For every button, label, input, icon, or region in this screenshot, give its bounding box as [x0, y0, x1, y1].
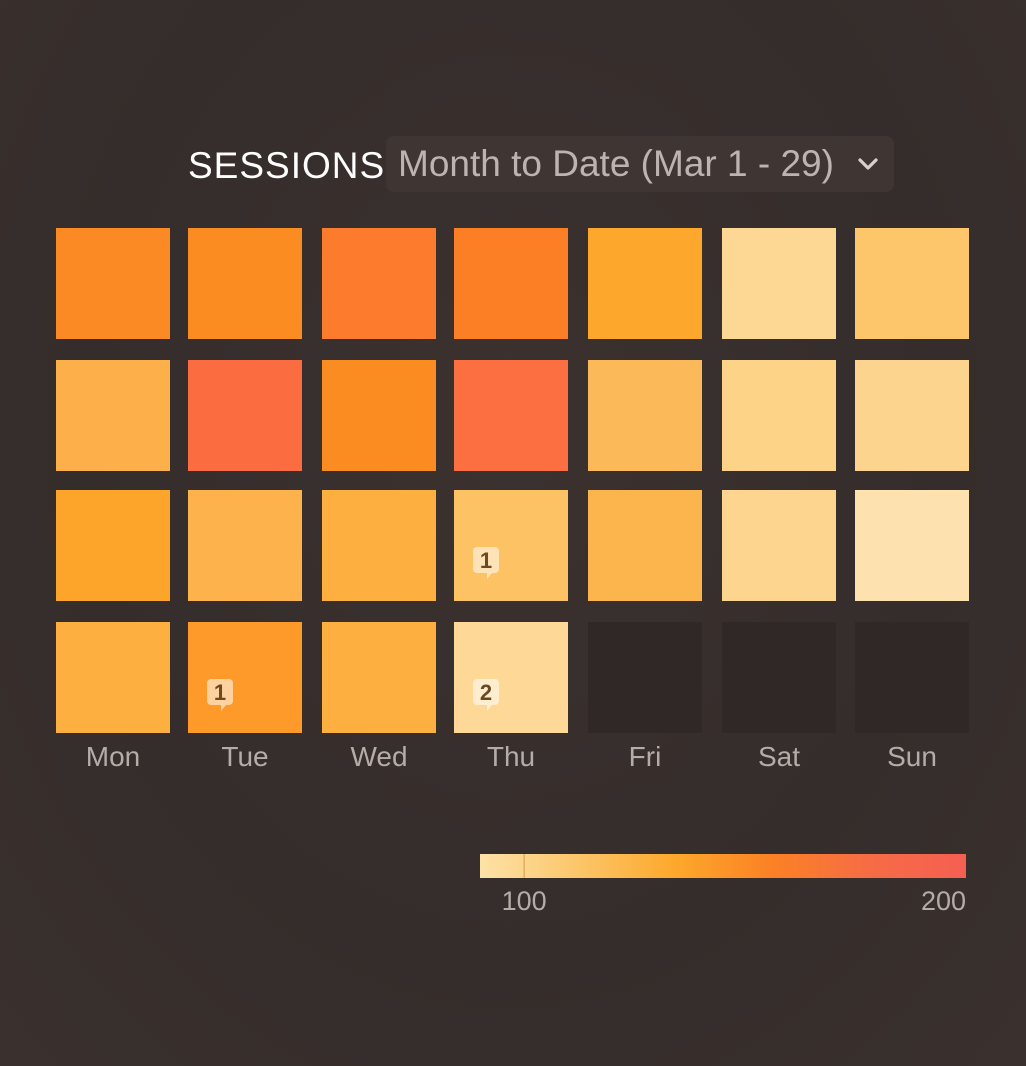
heatmap-cell[interactable] — [722, 360, 836, 471]
heatmap-cell[interactable] — [322, 490, 436, 601]
heatmap-cell[interactable] — [454, 360, 568, 471]
heatmap-cell[interactable] — [454, 622, 568, 733]
heatmap-cell[interactable] — [56, 228, 170, 339]
day-label: Sat — [758, 741, 800, 772]
annotation-count: 1 — [480, 548, 492, 573]
day-label: Fri — [629, 741, 662, 772]
heatmap-cell[interactable] — [855, 360, 969, 471]
day-label: Thu — [487, 741, 535, 772]
heatmap-cell[interactable] — [322, 622, 436, 733]
period-select-value: Month to Date (Mar 1 - 29) — [398, 143, 834, 184]
annotation-badge-tail — [487, 705, 492, 711]
heatmap-cell[interactable] — [588, 490, 702, 601]
annotation-badge-bg — [473, 547, 499, 573]
heatmap-cell[interactable] — [722, 490, 836, 601]
heatmap-cell[interactable] — [188, 228, 302, 339]
heatmap-cell[interactable] — [188, 622, 302, 733]
annotation-badge-tail — [487, 573, 492, 579]
heatmap-cell[interactable] — [855, 228, 969, 339]
heatmap-cell-empty — [855, 622, 969, 733]
annotation-badge[interactable]: 1 — [473, 547, 499, 579]
color-legend-bar — [480, 854, 966, 878]
annotation-count: 1 — [214, 680, 226, 705]
chart-header: SESSIONS Month to Date (Mar 1 - 29) — [0, 136, 1026, 192]
annotation-badge-bg — [207, 679, 233, 705]
annotation-badge-bg — [473, 679, 499, 705]
annotation-badge-tail — [221, 705, 226, 711]
heatmap-cell[interactable] — [56, 490, 170, 601]
heatmap-cell[interactable] — [56, 622, 170, 733]
heatmap-cell[interactable] — [588, 228, 702, 339]
heatmap-cell[interactable] — [322, 360, 436, 471]
heatmap-cell[interactable] — [188, 490, 302, 601]
heatmap-cell[interactable] — [855, 490, 969, 601]
legend-tick-label: 200 — [921, 886, 966, 916]
heatmap-cell-empty — [588, 622, 702, 733]
heatmap-cell-empty — [722, 622, 836, 733]
heatmap-cell[interactable] — [454, 490, 568, 601]
day-label: Tue — [221, 741, 268, 772]
day-label: Mon — [86, 741, 140, 772]
period-select[interactable]: Month to Date (Mar 1 - 29) — [386, 136, 894, 192]
day-label: Wed — [350, 741, 407, 772]
heatmap-cell[interactable] — [322, 228, 436, 339]
heatmap-cell[interactable] — [722, 228, 836, 339]
heatmap-cell[interactable] — [454, 228, 568, 339]
chevron-down-icon — [858, 158, 878, 170]
day-label: Sun — [887, 741, 937, 772]
heatmap-cell[interactable] — [56, 360, 170, 471]
annotation-badge[interactable]: 2 — [473, 679, 499, 711]
heatmap-cell[interactable] — [188, 360, 302, 471]
annotation-count: 2 — [480, 680, 492, 705]
legend-tick-label: 100 — [502, 886, 547, 916]
heatmap-cell[interactable] — [588, 360, 702, 471]
annotation-badge[interactable]: 1 — [207, 679, 233, 711]
metric-label: SESSIONS — [188, 145, 386, 186]
